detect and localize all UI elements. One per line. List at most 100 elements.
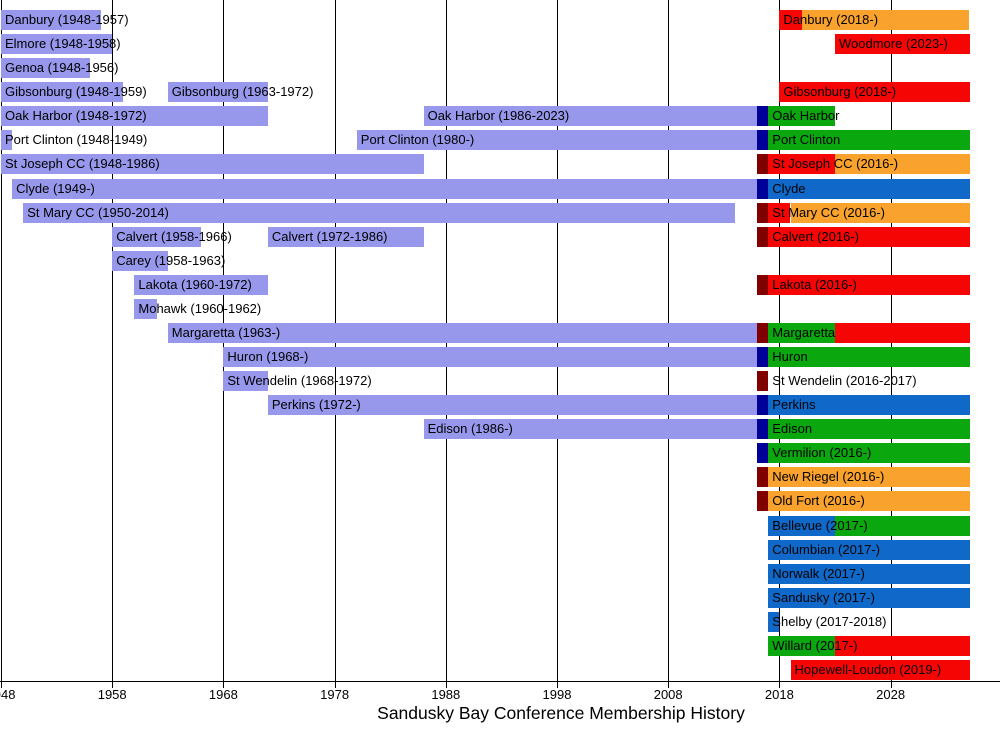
new-riegel-bar-segment-maroon [757, 467, 769, 488]
willard-bar-segment-green [768, 635, 835, 656]
oak-harbor-bar-label: Oak Harbor [772, 108, 840, 124]
mohawk-bar-label: Mohawk (1960-1962) [138, 300, 262, 316]
vermilion-bar-label: Vermilion (2016-) [772, 445, 872, 461]
port-clinton-bar-segment-navy [757, 130, 769, 151]
timeline-row-clyde: Clyde (1949-) Clyde [0, 178, 1000, 199]
timeline-row-bellevue: Bellevue (2017-) [0, 515, 1000, 536]
mohawk-bar-segment-purple [134, 298, 157, 319]
genoa-bar-label: Genoa (1948-1956) [5, 60, 119, 76]
timeline-row-huron: Huron (1968-) Huron [0, 347, 1000, 367]
bellevue-bar-segment-green [835, 515, 970, 536]
st-wendelin-bar-segment-purple [223, 371, 268, 392]
st-wendelin-bar-label: St Wendelin (2016-2017) [772, 373, 917, 389]
calvert-bar-label: Calvert (1958-1966) [116, 228, 232, 244]
old-fort-bar-segment-maroon [757, 491, 769, 512]
huron-bar-segment-green [768, 347, 970, 367]
gridline-1958 [112, 0, 114, 688]
timeline-row-perkins: Perkins (1972-) Perkins [0, 395, 1000, 416]
port-clinton-bar-label: Port Clinton [772, 132, 841, 148]
new-riegel-bar-label: New Riegel (2016-) [772, 469, 885, 485]
gridline-1988 [445, 0, 447, 688]
margaretta-bar-segment-maroon [757, 322, 769, 343]
lakota-bar-segment-red [768, 274, 970, 295]
edison-bar-label: Edison [772, 421, 813, 437]
plot-area: Danbury (1948-1957) Danbury (2018-) Elmore… [0, 0, 1000, 688]
st-mary-cc-bar-segment-maroon [757, 202, 769, 223]
x-axis-tick-label-1968: 1968 [208, 687, 238, 702]
lakota-bar-label: Lakota (1960-1972) [138, 276, 252, 292]
gridline-1998 [557, 0, 558, 688]
gibsonburg-bar-segment-red [779, 82, 970, 103]
st-mary-cc-bar-segment-orange [790, 202, 970, 223]
x-axis-tick-label-2008: 2008 [653, 687, 683, 702]
st-mary-cc-bar-segment-red [768, 202, 791, 223]
timeline-row-port-clinton: Port Clinton (1948-1949) Port Clinton (19… [0, 130, 1000, 151]
st-wendelin-bar-label: St Wendelin (1968-1972) [227, 373, 372, 389]
columbian-bar-label: Columbian (2017-) [772, 541, 880, 557]
gridline-1948 [1, 0, 2, 688]
oak-harbor-bar-segment-green [768, 106, 835, 127]
shelby-bar-label: Shelby (2017-2018) [772, 613, 887, 629]
timeline-row-willard: Willard (2017-) [0, 635, 1000, 656]
genoa-bar-segment-purple [1, 58, 90, 79]
sandusky-bar-label: Sandusky (2017-) [772, 589, 875, 605]
old-fort-bar-segment-orange [768, 491, 970, 512]
gibsonburg-bar-segment-purple [1, 82, 124, 103]
danbury-bar-label: Danbury (2018-) [783, 12, 879, 27]
huron-bar-segment-purple [223, 347, 758, 367]
elmore-bar-segment-purple [1, 34, 113, 55]
x-axis-line [0, 681, 1000, 682]
clyde-bar-segment-blue [768, 178, 970, 199]
gibsonburg-bar-label: Gibsonburg (1963-1972) [171, 84, 314, 100]
lakota-bar-segment-purple [134, 274, 268, 295]
timeline-row-shelby: Shelby (2017-2018) [0, 611, 1000, 632]
danbury-bar-label: Danbury (1948-1957) [5, 12, 129, 27]
x-axis-tick-label-1978: 1978 [320, 687, 350, 702]
clyde-bar-label: Clyde (1949-) [16, 180, 95, 196]
clyde-bar-segment-purple [12, 178, 758, 199]
x-axis-tick-label-2028: 2028 [876, 687, 906, 702]
oak-harbor-bar-label: Oak Harbor (1948-1972) [5, 108, 147, 124]
perkins-bar-segment-navy [757, 395, 769, 416]
perkins-bar-label: Perkins [772, 397, 816, 413]
elmore-bar-segment-red [835, 34, 970, 55]
edison-bar-segment-navy [757, 419, 769, 440]
elmore-bar-label: Elmore (1948-1958) [5, 36, 121, 52]
st-joseph-cc-bar-segment-purple [1, 154, 424, 175]
timeline-row-edison: Edison (1986-) Edison [0, 419, 1000, 440]
old-fort-bar-label: Old Fort (2016-) [772, 493, 865, 509]
carey-bar-segment-purple [112, 250, 168, 271]
timeline-row-st-wendelin: St Wendelin (1968-1972) St Wendelin (2016… [0, 371, 1000, 392]
new-riegel-bar-segment-orange [768, 467, 970, 488]
timeline-row-gibsonburg: Gibsonburg (1948-1959) Gibsonburg (1963-1… [0, 82, 1000, 103]
timeline-row-danbury: Danbury (1948-1957) Danbury (2018-) [0, 10, 1000, 30]
st-joseph-cc-bar-label: St Joseph CC (1948-1986) [5, 156, 160, 172]
timeline-row-sandusky: Sandusky (2017-) [0, 587, 1000, 608]
edison-bar-segment-green [768, 419, 970, 440]
columbian-bar-segment-blue [768, 539, 970, 560]
calvert-bar-segment-purple [267, 226, 424, 247]
shelby-bar-segment-blue [768, 611, 780, 632]
perkins-bar-label: Perkins (1972-) [271, 397, 361, 413]
st-joseph-cc-bar-segment-orange [835, 154, 970, 175]
gridline-1968 [223, 0, 225, 688]
bellevue-bar-segment-blue [768, 515, 835, 536]
timeline-row-mohawk: Mohawk (1960-1962) [0, 298, 1000, 319]
huron-bar-label: Huron (1968-) [227, 349, 309, 364]
oak-harbor-bar-segment-purple [1, 106, 268, 127]
x-axis-tick-label-1998: 1998 [542, 687, 572, 702]
timeline-row-st-mary-cc: St Mary CC (1950-2014) St Mary CC (2016-) [0, 202, 1000, 223]
perkins-bar-segment-blue [768, 395, 970, 416]
oak-harbor-bar-segment-purple [423, 106, 758, 127]
clyde-bar-segment-navy [757, 178, 769, 199]
timeline-row-lakota: Lakota (1960-1972) Lakota (2016-) [0, 274, 1000, 295]
calvert-bar-segment-maroon [757, 226, 769, 247]
timeline-row-carey: Carey (1958-1963) [0, 250, 1000, 271]
timeline-row-genoa: Genoa (1948-1956) [0, 58, 1000, 79]
st-joseph-cc-bar-segment-red [768, 154, 835, 175]
gridline-2028 [890, 0, 892, 688]
x-axis-tick-label-1988: 1988 [431, 687, 461, 702]
hopewell-loudon-bar-label: Hopewell-Loudon (2019-) [794, 661, 942, 677]
lakota-bar-segment-maroon [757, 274, 769, 295]
